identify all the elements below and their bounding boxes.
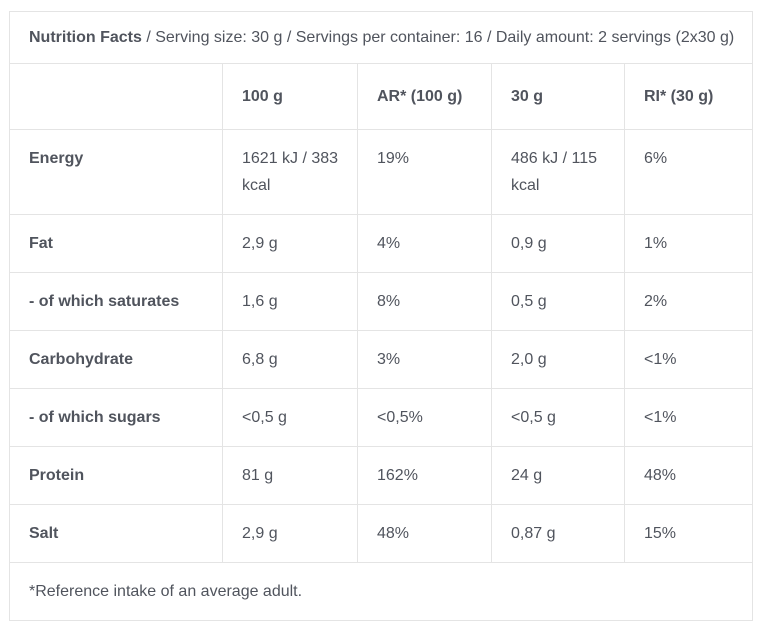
value-per-30g: 2,0 g — [491, 330, 625, 389]
value-ri-30g: 2% — [623, 272, 754, 331]
table-row-energy: Energy 1621 kJ / 383 kcal 19% 486 kJ / 1… — [9, 129, 754, 215]
row-label: - of which saturates — [9, 272, 223, 331]
row-label: Fat — [9, 214, 223, 273]
table-title: Nutrition Facts — [29, 29, 142, 46]
value-per-30g: <0,5 g — [491, 388, 625, 447]
value-ri-30g: 15% — [623, 504, 754, 563]
value-per-100g: 1,6 g — [222, 272, 358, 331]
value-ri-30g: 6% — [623, 129, 754, 215]
value-per-100g: 81 g — [222, 446, 358, 505]
value-per-30g: 0,9 g — [491, 214, 625, 273]
table-subtitle: / Serving size: 30 g / Servings per cont… — [141, 29, 735, 46]
column-header-30g: 30 g — [491, 63, 625, 130]
value-ar-100g: 48% — [357, 504, 492, 563]
value-ar-100g: 4% — [357, 214, 492, 273]
footnote-text: *Reference intake of an average adult. — [8, 562, 754, 621]
value-ar-100g: 19% — [357, 129, 492, 215]
value-ri-30g: <1% — [623, 330, 754, 389]
value-per-100g: 2,9 g — [222, 214, 358, 273]
nutrition-facts-table: Nutrition Facts / Serving size: 30 g / S… — [8, 11, 754, 621]
value-per-30g: 486 kJ / 115 kcal — [491, 129, 625, 215]
value-ar-100g: 3% — [357, 330, 492, 389]
value-ri-30g: 48% — [623, 446, 754, 505]
column-header-100g: 100 g — [222, 63, 358, 130]
value-per-100g: 1621 kJ / 383 kcal — [222, 129, 358, 215]
table-header-strip: Nutrition Facts / Serving size: 30 g / S… — [8, 11, 754, 64]
table-row-fat: Fat 2,9 g 4% 0,9 g 1% — [9, 214, 754, 273]
column-header-row: 100 g AR* (100 g) 30 g RI* (30 g) — [9, 63, 754, 130]
column-header-ar100g: AR* (100 g) — [357, 63, 492, 130]
footnote-row: *Reference intake of an average adult. — [8, 562, 754, 621]
value-ri-30g: <1% — [623, 388, 754, 447]
value-per-100g: 2,9 g — [222, 504, 358, 563]
row-label: - of which sugars — [9, 388, 223, 447]
value-per-30g: 0,5 g — [491, 272, 625, 331]
value-per-30g: 24 g — [491, 446, 625, 505]
value-per-100g: 6,8 g — [222, 330, 358, 389]
value-per-30g: 0,87 g — [491, 504, 625, 563]
value-ar-100g: 162% — [357, 446, 492, 505]
value-ar-100g: <0,5% — [357, 388, 492, 447]
header-cell: Nutrition Facts / Serving size: 30 g / S… — [8, 11, 754, 64]
table-row-salt: Salt 2,9 g 48% 0,87 g 15% — [9, 504, 754, 563]
row-label: Carbohydrate — [9, 330, 223, 389]
column-header-ri30g: RI* (30 g) — [623, 63, 754, 130]
table-row-carbohydrate: Carbohydrate 6,8 g 3% 2,0 g <1% — [9, 330, 754, 389]
value-per-100g: <0,5 g — [222, 388, 358, 447]
value-ri-30g: 1% — [623, 214, 754, 273]
table-row-saturates: - of which saturates 1,6 g 8% 0,5 g 2% — [9, 272, 754, 331]
column-header-blank — [9, 63, 223, 130]
row-label: Salt — [9, 504, 223, 563]
table-row-protein: Protein 81 g 162% 24 g 48% — [9, 446, 754, 505]
row-label: Energy — [9, 129, 223, 215]
value-ar-100g: 8% — [357, 272, 492, 331]
table-row-sugars: - of which sugars <0,5 g <0,5% <0,5 g <1… — [9, 388, 754, 447]
row-label: Protein — [9, 446, 223, 505]
